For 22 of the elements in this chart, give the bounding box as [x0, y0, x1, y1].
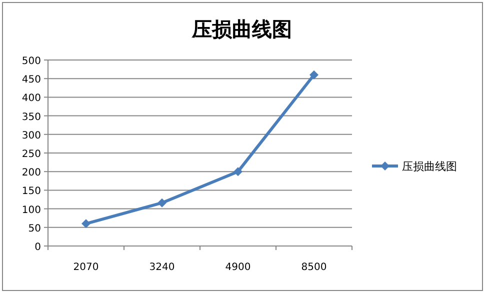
x-tick-label: 3240	[149, 262, 175, 273]
y-tick-label: 200	[22, 168, 41, 179]
point	[310, 70, 318, 80]
y-tick-label: 400	[22, 93, 41, 104]
y-tick-label: 50	[28, 223, 41, 234]
point	[234, 167, 242, 176]
x-tick-label: 8500	[301, 262, 327, 273]
title: 压损曲线图	[192, 17, 292, 41]
point	[158, 198, 166, 208]
y-tick-label: 500	[22, 56, 41, 67]
y-tick-label: 450	[22, 74, 41, 86]
y-tick-label: 100	[22, 204, 41, 216]
y-tick-label: 150	[22, 186, 41, 198]
y-tick-label: 300	[22, 130, 41, 142]
y-tick-label: 350	[22, 112, 41, 123]
point	[82, 219, 90, 228]
x-tick-label: 4900	[225, 262, 251, 273]
legend: 压损曲线图	[372, 160, 457, 173]
y-tick-label: 0	[34, 242, 41, 253]
legend-label: 压损曲线图	[402, 160, 457, 173]
y-tick-label: 250	[22, 149, 41, 160]
x-tick-label: 2070	[73, 262, 99, 273]
